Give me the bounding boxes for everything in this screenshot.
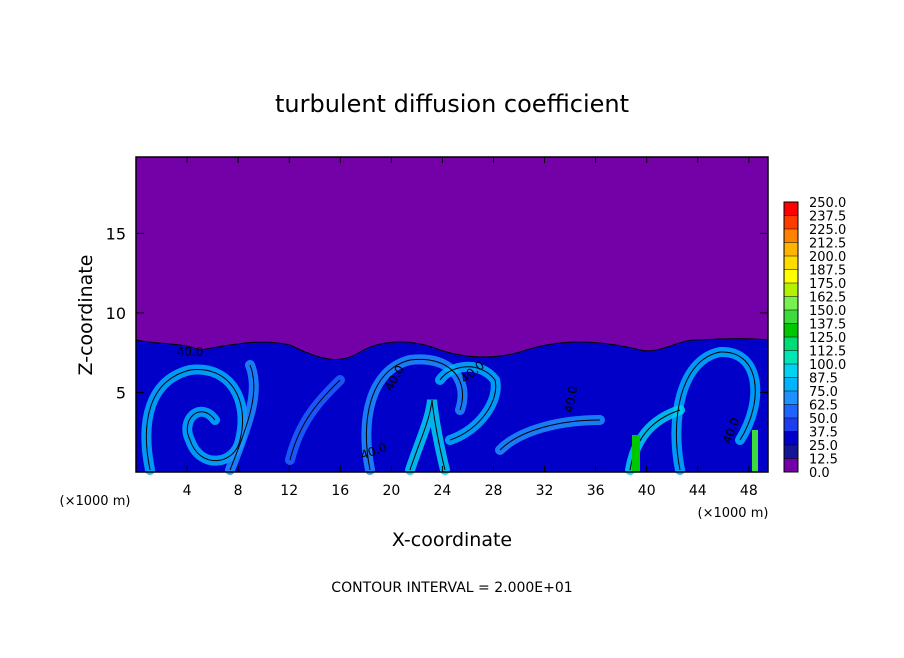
chart-title: turbulent diffusion coefficient (275, 90, 629, 118)
x-tick-label: 36 (587, 483, 605, 499)
colorbar-segment (784, 202, 798, 216)
y-tick-label: 10 (106, 304, 126, 323)
colorbar-segment (784, 310, 798, 324)
contour-line (439, 366, 497, 441)
x-axis-label: X-coordinate (392, 529, 512, 551)
colorbar-segment (784, 391, 798, 405)
x-tick-label: 28 (485, 483, 503, 499)
colorbar-segment (784, 377, 798, 391)
colorbar-segment (784, 458, 798, 472)
colorbar-segment (784, 364, 798, 378)
colorbar-segment (784, 269, 798, 283)
colorbar-segment (784, 229, 798, 243)
contour-line (499, 419, 601, 451)
x-unit-left: (×1000 m) (60, 494, 131, 509)
x-tick-label: 16 (331, 483, 349, 499)
warm-spot (752, 430, 758, 472)
contour-line (629, 409, 681, 471)
colorbar-label: 37.5 (809, 426, 838, 441)
colorbar-label: 87.5 (809, 372, 838, 387)
colorbar-label: 137.5 (809, 318, 846, 333)
colorbar-segment (784, 350, 798, 364)
colorbar-label: 175.0 (809, 277, 846, 292)
colorbar-segment (784, 337, 798, 351)
colorbar-segment (784, 445, 798, 459)
contour-label: 40.0 (177, 345, 204, 359)
colorbar-label: 212.5 (809, 237, 846, 252)
x-tick-label: 44 (689, 483, 707, 499)
colorbar-segment (784, 431, 798, 445)
footnote: CONTOUR INTERVAL = 2.000E+01 (331, 580, 572, 596)
x-tick-label: 32 (536, 483, 554, 499)
contour-line (409, 399, 446, 471)
colorbar-segment (784, 418, 798, 432)
colorbar-label: 200.0 (809, 250, 846, 265)
colorbar-label: 25.0 (809, 439, 838, 454)
x-tick-label: 4 (183, 483, 192, 499)
colorbar-label: 62.5 (809, 399, 838, 414)
x-tick-label: 8 (234, 483, 243, 499)
plot-frame (135, 156, 769, 473)
colorbar-segment (784, 323, 798, 337)
colorbar-label: 150.0 (809, 304, 846, 319)
colorbar-segment (784, 256, 798, 270)
contour-line (289, 379, 341, 461)
x-tick-label: 24 (434, 483, 452, 499)
contour-line (365, 358, 464, 471)
contour-line (145, 369, 244, 471)
x-tick-label: 12 (280, 483, 298, 499)
colorbar-label: 12.5 (809, 453, 838, 468)
colorbar-segment (784, 296, 798, 310)
colorbar-label: 250.0 (809, 196, 846, 211)
x-tick-label: 40 (638, 483, 656, 499)
contour-label: 40.0 (562, 385, 580, 414)
contour-line (675, 351, 756, 471)
x-tick-label: 48 (740, 483, 758, 499)
x-unit-right: (×1000 m) (698, 506, 769, 521)
colorbar-label: 50.0 (809, 412, 838, 427)
y-tick-label: 15 (106, 224, 126, 243)
colorbar-label: 162.5 (809, 291, 846, 306)
warm-spot (632, 435, 640, 472)
colorbar-label: 0.0 (809, 466, 830, 481)
x-tick-label: 20 (382, 483, 400, 499)
colorbar-segment (784, 404, 798, 418)
contour-line (229, 364, 255, 471)
colorbar-segment (784, 215, 798, 229)
colorbar-label: 75.0 (809, 385, 838, 400)
y-tick-label: 5 (116, 383, 126, 402)
colorbar-label: 187.5 (809, 264, 846, 279)
y-axis-label: Z-coordinate (75, 255, 97, 376)
colorbar-label: 125.0 (809, 331, 846, 346)
colorbar-segment (784, 242, 798, 256)
colorbar-segment (784, 283, 798, 297)
colorbar-label: 237.5 (809, 210, 846, 225)
colorbar-label: 100.0 (809, 358, 846, 373)
plot-area: 40.040.040.040.040.040.0 (135, 157, 769, 475)
colorbar-label: 225.0 (809, 223, 846, 238)
colorbar-label: 112.5 (809, 345, 846, 360)
